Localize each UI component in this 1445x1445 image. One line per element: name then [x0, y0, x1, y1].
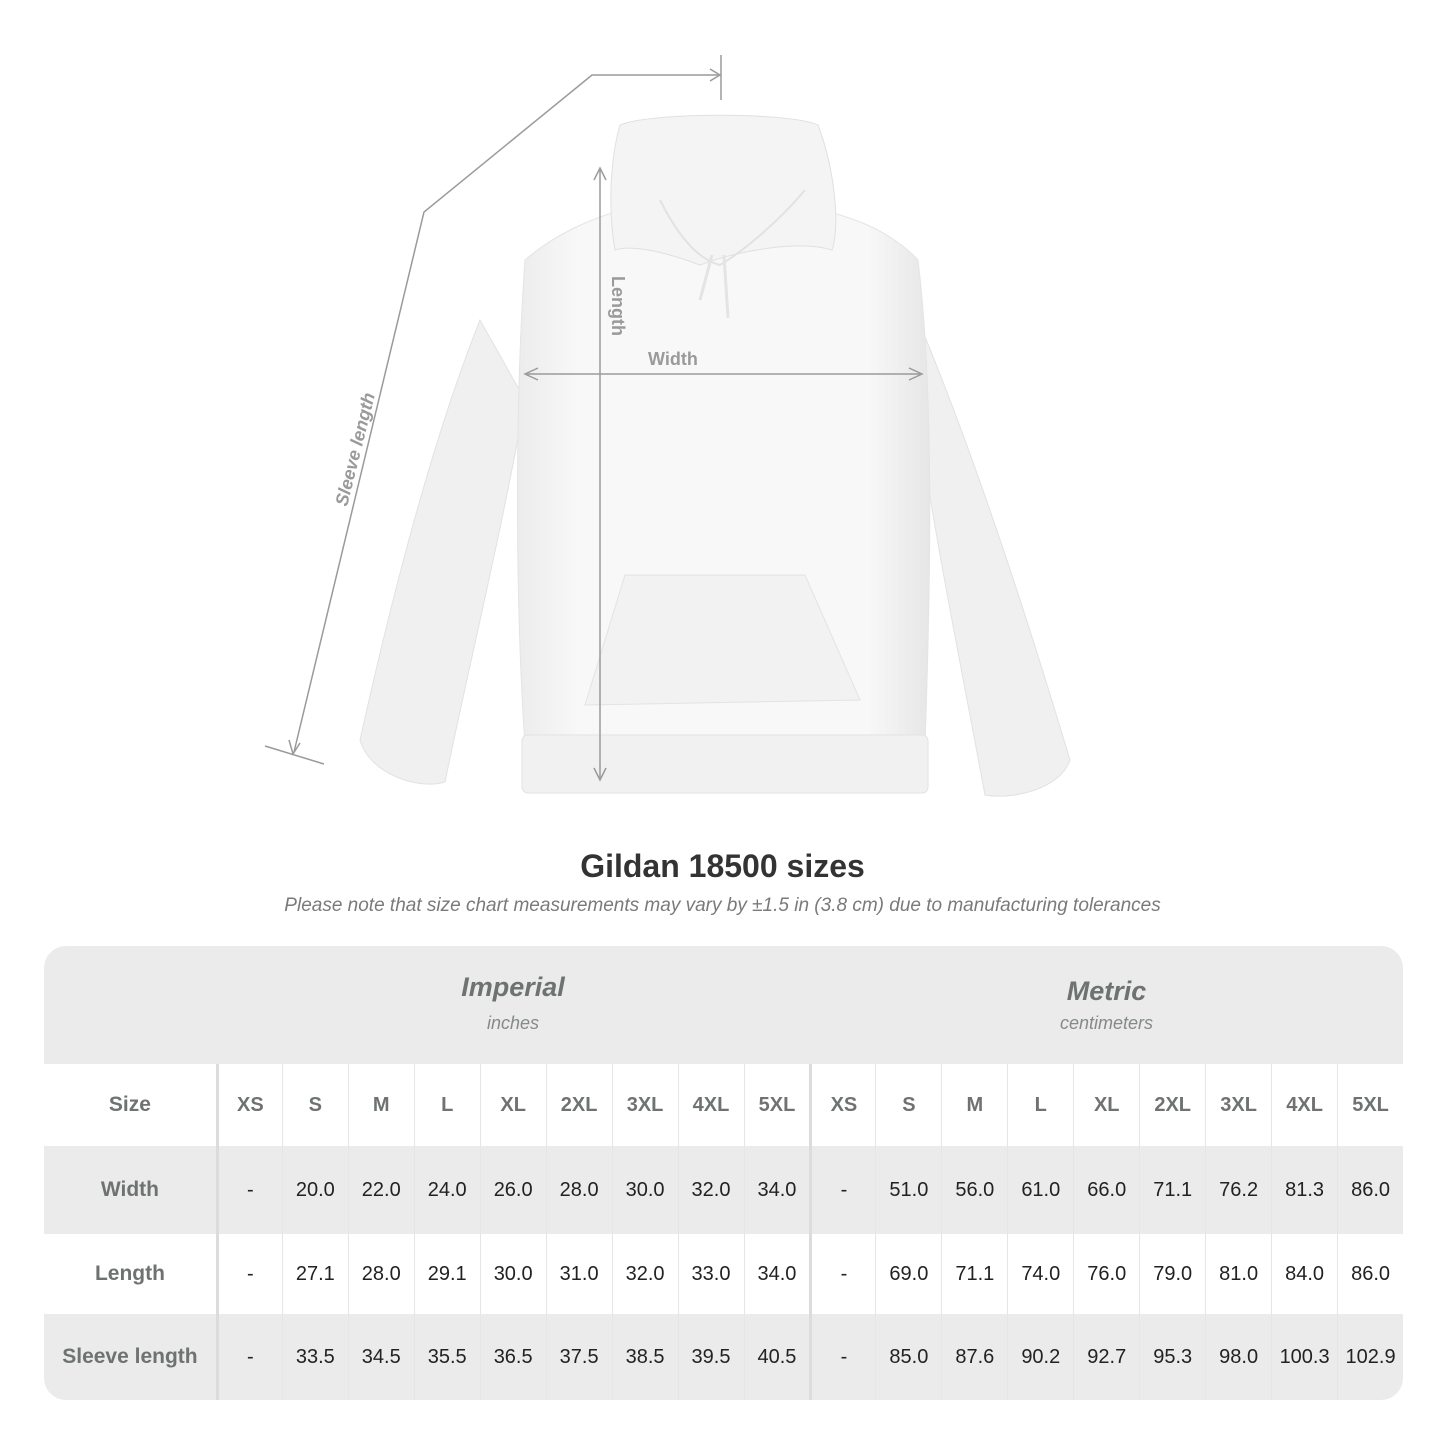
sleeve-length-dimension-label: Sleeve length [331, 391, 378, 508]
metric-size-header: XL [1073, 1064, 1139, 1146]
metric-value-cell: 102.9 [1337, 1314, 1403, 1400]
metric-value-cell: 61.0 [1007, 1146, 1073, 1234]
imperial-value-cell: 37.5 [545, 1314, 612, 1400]
metric-value-cell: 69.0 [875, 1234, 941, 1314]
imperial-value-cell: 33.5 [281, 1314, 348, 1400]
table-row: Width -20.0 22.0 24.0 26.0 28.0 30.0 32.0 34.0-5… [44, 1146, 1403, 1234]
imperial-size-header: 4XL [677, 1064, 744, 1146]
imperial-value-cell: 32.0 [611, 1234, 678, 1314]
unit-header-band [44, 946, 1403, 1064]
imperial-value-cell: 26.0 [479, 1146, 546, 1234]
tolerance-note: Please note that size chart measurements… [284, 895, 1161, 916]
metric-value-cell: 98.0 [1205, 1314, 1271, 1400]
imperial-unit: inches [486, 1013, 540, 1033]
metric-value-cell: 51.0 [875, 1146, 941, 1234]
width-dimension-label: Width [648, 349, 698, 369]
metric-size-header: L [1007, 1064, 1073, 1146]
imperial-value-cell: 38.5 [611, 1314, 678, 1400]
imperial-value-cell: 30.0 [479, 1234, 546, 1314]
imperial-value-cell: 34.0 [743, 1234, 810, 1314]
imperial-value-cell: 33.0 [677, 1234, 744, 1314]
table-row: Sleeve length -33.5 34.5 35.5 36.5 37.5 38.5 39… [44, 1314, 1403, 1400]
imperial-size-header: XS [215, 1064, 282, 1146]
imperial-value-cell: 35.5 [413, 1314, 480, 1400]
imperial-value-cell: - [215, 1234, 282, 1314]
metric-value-cell: 85.0 [875, 1314, 941, 1400]
metric-value-cell: 71.1 [941, 1234, 1007, 1314]
metric-value-cell: 87.6 [941, 1314, 1007, 1400]
imperial-value-cell: 36.5 [479, 1314, 546, 1400]
dimension-lines [264, 55, 924, 782]
metric-value-cell: 81.0 [1205, 1234, 1271, 1314]
imperial-size-header: L [413, 1064, 480, 1146]
metric-unit: centimeters [1059, 1013, 1154, 1033]
imperial-value-cell: 32.0 [677, 1146, 744, 1234]
imperial-value-cell: 28.0 [545, 1146, 612, 1234]
hoodie-shape [359, 114, 1071, 797]
imperial-header: Imperial inches [216, 946, 810, 1064]
length-dimension-label: Length [608, 276, 628, 336]
metric-value-cell: 74.0 [1007, 1234, 1073, 1314]
imperial-value-cell: 40.5 [743, 1314, 810, 1400]
imperial-value-cell: 22.0 [347, 1146, 414, 1234]
row-header: Size [108, 1093, 151, 1116]
metric-size-header: 2XL [1139, 1064, 1205, 1146]
imperial-value-cell: 24.0 [413, 1146, 480, 1234]
imperial-value-cell: 39.5 [677, 1314, 744, 1400]
page-title: Gildan 18500 sizes [580, 848, 865, 884]
imperial-value-cell: 20.0 [281, 1146, 348, 1234]
metric-value-cell: 76.2 [1205, 1146, 1271, 1234]
metric-value-cell: 86.0 [1337, 1146, 1403, 1234]
imperial-label: Imperial [461, 972, 565, 1002]
imperial-value-cell: - [215, 1146, 282, 1234]
hoodie-illustration: Length Width Sleeve length [264, 55, 1071, 797]
row-header: Sleeve length [62, 1345, 198, 1368]
metric-value-cell: 71.1 [1139, 1146, 1205, 1234]
metric-value-cell: 81.3 [1271, 1146, 1337, 1234]
metric-value-cell: 86.0 [1337, 1234, 1403, 1314]
metric-value-cell: 66.0 [1073, 1146, 1139, 1234]
imperial-size-header: XL [479, 1064, 546, 1146]
imperial-value-cell: 31.0 [545, 1234, 612, 1314]
imperial-value-cell: 27.1 [281, 1234, 348, 1314]
metric-label: Metric [1066, 976, 1147, 1006]
row-header: Width [100, 1178, 159, 1201]
metric-value-cell: 76.0 [1073, 1234, 1139, 1314]
metric-size-header: 5XL [1337, 1064, 1403, 1146]
metric-size-header: S [875, 1064, 941, 1146]
size-header-row: Size XS S M L XL 2XL 3XL 4XL 5XL XS S M L XL 2XL 3XL 4XL 5… [44, 1064, 1403, 1146]
imperial-value-cell: 34.5 [347, 1314, 414, 1400]
metric-value-cell: 90.2 [1007, 1314, 1073, 1400]
metric-value-cell: 95.3 [1139, 1314, 1205, 1400]
metric-value-cell: 100.3 [1271, 1314, 1337, 1400]
metric-value-cell: 56.0 [941, 1146, 1007, 1234]
imperial-size-header: 5XL [743, 1064, 810, 1146]
imperial-size-header: M [347, 1064, 414, 1146]
imperial-value-cell: 28.0 [347, 1234, 414, 1314]
imperial-value-cell: 29.1 [413, 1234, 480, 1314]
imperial-size-header: 3XL [611, 1064, 678, 1146]
imperial-size-header: S [281, 1064, 348, 1146]
imperial-value-cell: - [215, 1314, 282, 1400]
metric-value-cell: 92.7 [1073, 1314, 1139, 1400]
imperial-size-header: 2XL [545, 1064, 612, 1146]
metric-value-cell: 84.0 [1271, 1234, 1337, 1314]
imperial-value-cell: 30.0 [611, 1146, 678, 1234]
size-chart-table: Imperial inches Metric centimeters Size X… [44, 946, 1403, 1400]
metric-value-cell: - [809, 1234, 875, 1314]
metric-value-cell: - [809, 1146, 875, 1234]
metric-size-header: 3XL [1205, 1064, 1271, 1146]
metric-value-cell: - [809, 1314, 875, 1400]
row-header: Length [94, 1262, 165, 1285]
imperial-value-cell: 34.0 [743, 1146, 810, 1234]
metric-size-header: M [941, 1064, 1007, 1146]
metric-size-header: XS [809, 1064, 875, 1146]
metric-value-cell: 79.0 [1139, 1234, 1205, 1314]
metric-size-header: 4XL [1271, 1064, 1337, 1146]
metric-header: Metric centimeters [810, 946, 1403, 1064]
table-row: Length -27.1 28.0 29.1 30.0 31.0 32.0 33.0 34.0-… [44, 1234, 1403, 1314]
